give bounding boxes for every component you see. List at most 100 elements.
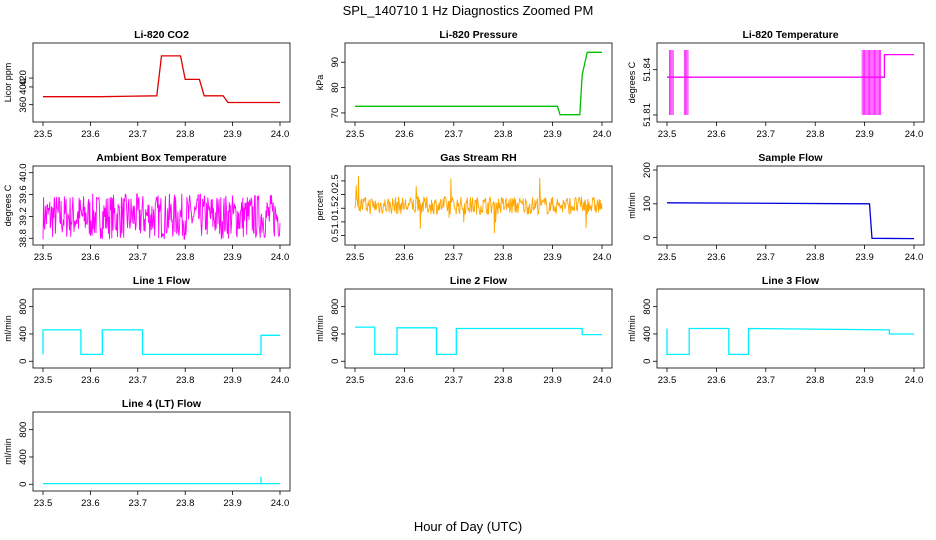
y-axis-label: percent [315, 190, 325, 221]
x-tick-label: 23.8 [176, 252, 195, 263]
common-x-axis-label: Hour of Day (UTC) [414, 519, 522, 534]
x-tick-label: 23.8 [176, 129, 195, 140]
x-tick-label: 23.7 [757, 252, 776, 263]
panel-grid: Li-820 CO2 23.5 23.6 23.7 23.8 23.9 24.0 360 400… [3, 29, 925, 509]
x-tick-label: 23.7 [445, 129, 464, 140]
x-tick-label: 23.5 [34, 252, 53, 263]
y-axis-label: ml/min [315, 315, 325, 342]
x-tick-label: 24.0 [593, 375, 612, 386]
x-tick-label: 24.0 [905, 252, 924, 263]
panel-line4_flow: Line 4 (LT) Flow 23.5 23.6 23.7 23.8 23.9 24.0… [3, 398, 291, 509]
x-tick-label: 23.6 [81, 498, 100, 509]
x-tick-label: 23.6 [707, 252, 726, 263]
y-tick-label: 0 [642, 235, 653, 240]
x-tick-label: 23.9 [543, 129, 562, 140]
series-line [42, 192, 281, 240]
x-tick-label: 23.7 [129, 375, 148, 386]
x-tick-label: 23.5 [658, 375, 677, 386]
series-line [666, 327, 914, 356]
panel-title: Gas Stream RH [440, 152, 516, 164]
plot-frame [344, 288, 613, 369]
y-tick-label: 400 [18, 449, 29, 465]
x-tick-label: 24.0 [271, 498, 290, 509]
x-tick-label: 23.6 [395, 129, 414, 140]
y-axis-label: ml/min [3, 315, 13, 342]
x-tick-label: 23.8 [176, 375, 195, 386]
y-tick-label: 51.84 [642, 58, 653, 82]
panel-title: Line 4 (LT) Flow [122, 398, 202, 410]
plot-frame [656, 165, 925, 246]
series-line [42, 329, 280, 356]
plot-frame [32, 42, 291, 123]
plot-frame [32, 411, 291, 492]
y-tick-label: 1.5 [330, 202, 341, 215]
panel-rh: Gas Stream RH 23.5 23.6 23.7 23.8 23.9 24.0 0.5… [315, 152, 613, 263]
y-tick-label: 0 [330, 359, 341, 364]
y-tick-label: 0 [18, 359, 29, 364]
x-tick-label: 23.7 [129, 498, 148, 509]
y-tick-label: 40.0 [18, 163, 29, 182]
panel-temperature: Li-820 Temperature 23.5 23.6 23.7 23.8 23.9 24… [627, 29, 925, 140]
y-tick-label: 100 [642, 196, 653, 212]
x-tick-label: 23.5 [34, 375, 53, 386]
plot-frame [344, 165, 613, 246]
y-tick-label: 2.5 [330, 174, 341, 187]
panel-title: Line 3 Flow [762, 275, 820, 287]
y-tick-label: 70 [330, 108, 341, 119]
x-tick-label: 24.0 [271, 252, 290, 263]
y-tick-label: 0 [642, 359, 653, 364]
x-tick-label: 23.5 [658, 129, 677, 140]
y-axis-label: ml/min [3, 438, 13, 465]
x-tick-label: 24.0 [905, 375, 924, 386]
x-tick-label: 23.8 [806, 375, 825, 386]
x-tick-label: 24.0 [271, 129, 290, 140]
y-axis-label: kPa [315, 75, 325, 91]
y-tick-label: 0 [18, 482, 29, 487]
plot-frame [32, 288, 291, 369]
y-tick-label: 39.2 [18, 207, 29, 226]
panel-title: Sample Flow [758, 152, 823, 164]
x-tick-label: 23.9 [223, 252, 242, 263]
y-tick-label: 39.6 [18, 185, 29, 204]
y-tick-label: 800 [642, 299, 653, 315]
x-tick-label: 23.8 [494, 375, 513, 386]
x-tick-label: 23.7 [445, 252, 464, 263]
figure-title: SPL_140710 1 Hz Diagnostics Zoomed PM [343, 3, 594, 18]
y-tick-label: 90 [330, 57, 341, 68]
x-tick-label: 23.8 [494, 252, 513, 263]
x-tick-label: 23.5 [346, 252, 365, 263]
y-axis-label: Licor ppm [3, 63, 13, 103]
y-tick-label: 400 [330, 326, 341, 342]
y-tick-label: 400 [18, 79, 29, 95]
y-axis-label: degrees C [627, 61, 637, 103]
x-tick-label: 23.6 [395, 375, 414, 386]
y-tick-label: 800 [330, 299, 341, 315]
series-line [43, 55, 280, 104]
x-tick-label: 23.8 [806, 252, 825, 263]
x-tick-label: 23.8 [806, 129, 825, 140]
series-line [667, 53, 914, 78]
y-tick-label: 400 [642, 326, 653, 342]
y-tick-label: 360 [18, 97, 29, 113]
plot-frame [344, 42, 613, 123]
x-tick-label: 23.9 [543, 375, 562, 386]
x-tick-label: 23.6 [81, 252, 100, 263]
series-line [354, 175, 603, 234]
series-line [43, 476, 280, 485]
x-tick-label: 23.5 [658, 252, 677, 263]
panel-pressure: Li-820 Pressure 23.5 23.6 23.7 23.8 23.9 24.0 7… [315, 29, 613, 140]
x-tick-label: 23.8 [176, 498, 195, 509]
x-tick-label: 24.0 [593, 252, 612, 263]
x-tick-label: 23.5 [346, 375, 365, 386]
x-tick-label: 23.6 [707, 129, 726, 140]
x-tick-label: 23.8 [494, 129, 513, 140]
panel-title: Li-820 Temperature [742, 29, 838, 41]
y-axis-label: ml/min [627, 192, 637, 219]
plot-frame [656, 288, 925, 369]
x-tick-label: 23.9 [543, 252, 562, 263]
series-line [355, 51, 602, 116]
x-tick-label: 23.7 [757, 375, 776, 386]
plot-frame [656, 42, 925, 123]
series-line [355, 326, 602, 356]
panel-line2_flow: Line 2 Flow 23.5 23.6 23.7 23.8 23.9 24.0 0 400 8… [315, 275, 613, 386]
